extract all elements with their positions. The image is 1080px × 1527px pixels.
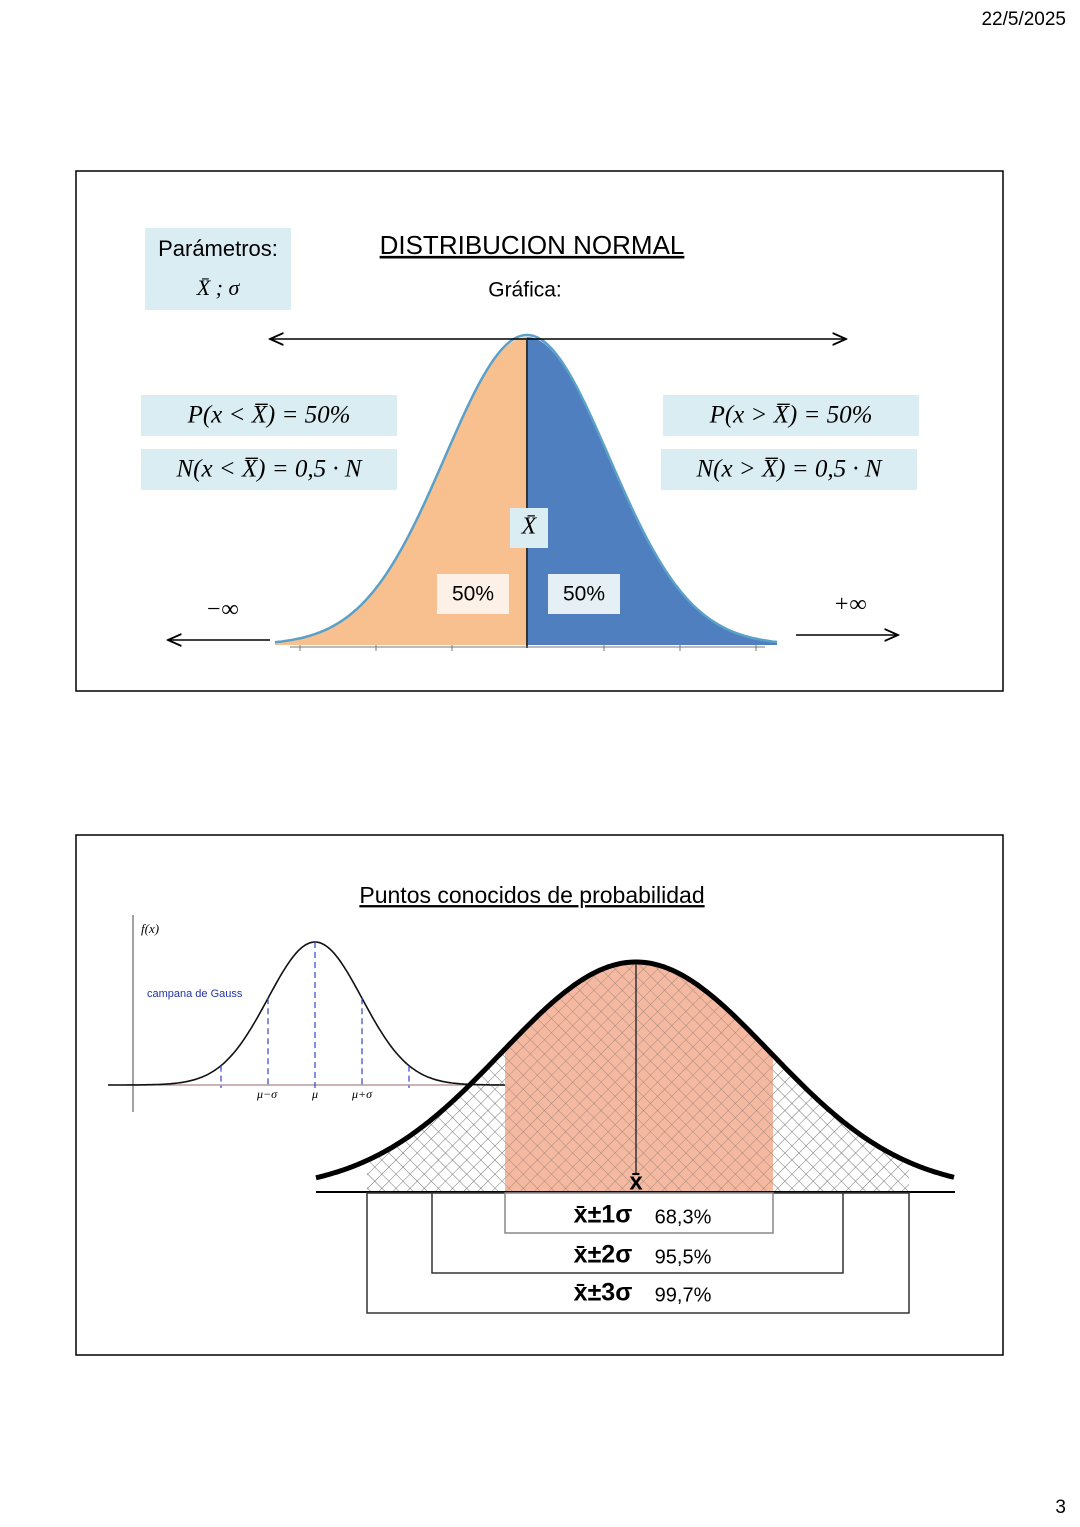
interval-label: x̄±1σ [574, 1201, 633, 1229]
bell-curve [315, 959, 955, 1193]
left-share: 50% [452, 583, 494, 606]
curve-outline [274, 333, 778, 644]
minus-infinity: −∞ [205, 597, 238, 623]
mean-box [510, 508, 548, 548]
page-number: 3 [1055, 1497, 1066, 1518]
right-half [527, 337, 777, 645]
formula-box [663, 395, 919, 436]
parameters-label: Parámetros: [158, 236, 278, 261]
inset-chart [108, 915, 520, 1112]
interval-probability: 95,5% [655, 1246, 712, 1268]
slide-frame [75, 834, 1004, 1356]
curve-outline [315, 959, 955, 1181]
formula-box [661, 449, 917, 490]
inset-tick-label: μ [311, 1087, 318, 1101]
date: 22/5/2025 [981, 9, 1066, 30]
center-hatch [505, 962, 773, 1191]
parameters-box [145, 228, 291, 310]
left-half [275, 337, 527, 645]
interval-probability: 68,3% [655, 1206, 712, 1228]
inset-curve-label: campana de Gauss [147, 988, 243, 1000]
slide-frame [75, 170, 1004, 692]
mean-label: X̄ [521, 514, 538, 540]
plus-infinity: +∞ [833, 592, 866, 618]
inset-tick-label: μ+σ [351, 1087, 373, 1101]
inset-curve [108, 941, 514, 1086]
interval-label: x̄±3σ [574, 1279, 633, 1307]
interval-label: x̄±2σ [574, 1241, 633, 1269]
normal-curve [274, 333, 778, 651]
formula: P(x < X̅) = 50% [187, 402, 351, 429]
slide-subtitle: Gráfica: [488, 279, 562, 302]
mean-label: x̄ [629, 1168, 643, 1195]
slide-title: DISTRIBUCION NORMAL [380, 230, 685, 260]
interval-bracket [504, 1192, 774, 1234]
formula: P(x > X̅) = 50% [709, 402, 873, 429]
inset-y-label: f(x) [141, 921, 159, 936]
formula-box [141, 395, 397, 436]
right-share: 50% [563, 583, 605, 606]
slide-title: Puntos conocidos de probabilidad [359, 882, 704, 908]
parameters-value: X̄ ; σ [196, 275, 241, 300]
inset-tick-label: μ−σ [256, 1087, 278, 1101]
formula: N(x < X̅) = 0,5 · N [175, 456, 362, 483]
formula-box [141, 449, 397, 490]
interval-probability: 99,7% [655, 1284, 712, 1306]
share-box [437, 574, 509, 614]
formula: N(x > X̅) = 0,5 · N [695, 456, 882, 483]
share-box [548, 574, 620, 614]
